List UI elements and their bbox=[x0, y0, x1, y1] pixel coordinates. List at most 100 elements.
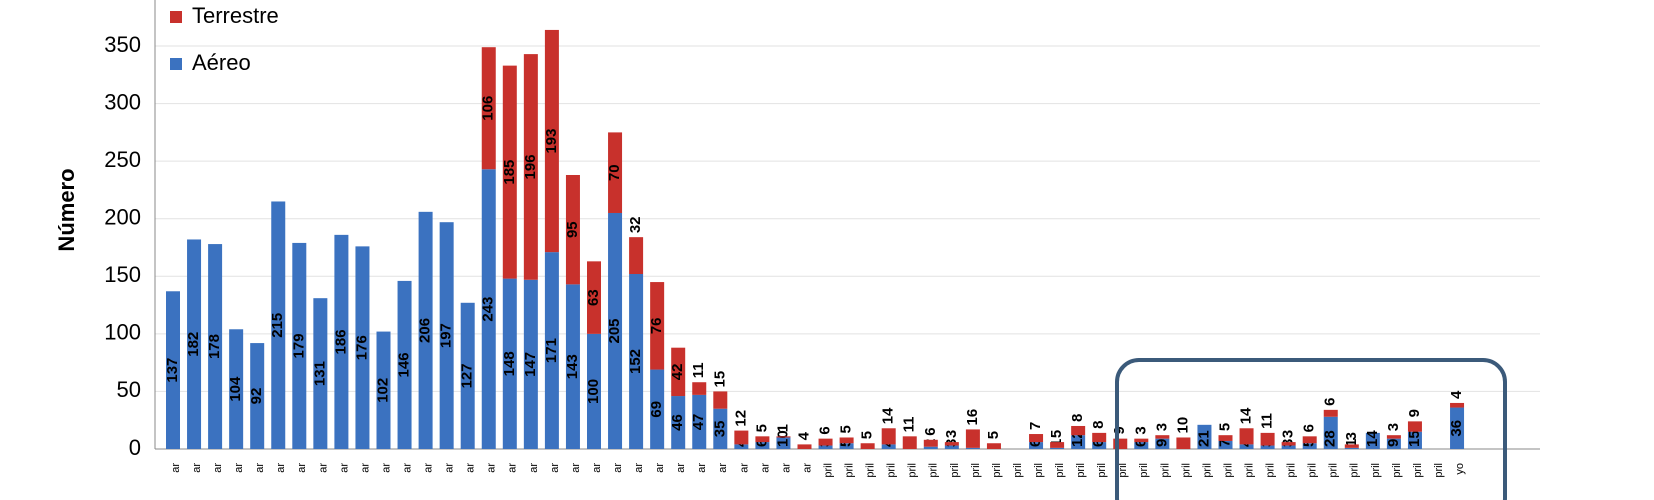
bar-segment bbox=[860, 443, 875, 449]
bar-segment bbox=[1239, 428, 1254, 445]
data-label: 131 bbox=[311, 361, 328, 386]
bar-segment bbox=[692, 394, 707, 449]
x-tick-label: ar bbox=[275, 463, 287, 473]
data-label: 171 bbox=[543, 338, 560, 363]
data-label: 4 bbox=[1448, 390, 1465, 399]
bar-segment bbox=[1071, 435, 1086, 449]
y-tick-label: 100 bbox=[104, 320, 141, 345]
x-tick-label: pril bbox=[1286, 463, 1298, 478]
y-tick-label: 350 bbox=[104, 32, 141, 57]
data-label: 6 bbox=[1301, 424, 1318, 432]
x-tick-label: ar bbox=[675, 463, 687, 473]
data-label: 9 bbox=[1153, 439, 1170, 447]
data-label: 7 bbox=[1027, 422, 1044, 430]
x-tick-label: pril bbox=[1117, 463, 1129, 478]
x-tick-label: pril bbox=[1433, 463, 1445, 478]
bar-segment bbox=[839, 437, 854, 444]
y-tick-label: 50 bbox=[117, 377, 141, 402]
data-label: 6 bbox=[1322, 398, 1339, 406]
bar-segment bbox=[944, 442, 959, 446]
bar-segment bbox=[1407, 421, 1422, 432]
x-tick-label: ar bbox=[486, 463, 498, 473]
x-tick-label: ar bbox=[465, 463, 477, 473]
bar-segment bbox=[1050, 442, 1065, 448]
bar-segment bbox=[1450, 407, 1465, 449]
bar-segment bbox=[397, 280, 412, 449]
x-tick-label: pril bbox=[1412, 463, 1424, 478]
data-label: 32 bbox=[627, 216, 644, 233]
bar-segment bbox=[1281, 445, 1296, 449]
x-tick-label: ar bbox=[401, 463, 413, 473]
x-tick-label: ar bbox=[507, 463, 519, 473]
bar-segment bbox=[1155, 435, 1170, 439]
data-label: 4 bbox=[795, 431, 812, 440]
data-label: 36 bbox=[1448, 420, 1465, 437]
bar-segment bbox=[1302, 436, 1317, 444]
data-label: 11 bbox=[690, 362, 707, 378]
x-tick-label: pril bbox=[865, 463, 877, 478]
data-label: 6 bbox=[1132, 439, 1149, 447]
bar-segment bbox=[776, 437, 791, 449]
bar-segment bbox=[965, 447, 980, 449]
bar-segment bbox=[1344, 447, 1359, 449]
bar-segment bbox=[376, 331, 391, 449]
x-tick-label: pril bbox=[949, 463, 961, 478]
data-label: 1 bbox=[774, 424, 791, 432]
bar-segment bbox=[1155, 438, 1170, 449]
x-tick-label: ar bbox=[212, 463, 224, 473]
bar-segment bbox=[292, 242, 307, 449]
bar-segment bbox=[1050, 447, 1065, 449]
data-label: 6 bbox=[922, 427, 939, 435]
bar-segment bbox=[587, 333, 601, 449]
x-tick-label: pril bbox=[1307, 463, 1319, 478]
bar-segment bbox=[818, 438, 833, 446]
data-label: 6 bbox=[1027, 439, 1044, 447]
data-label: 6 bbox=[753, 439, 770, 447]
x-tick-label: pril bbox=[1201, 463, 1213, 478]
data-label: 106 bbox=[480, 96, 497, 121]
bar-segment bbox=[1029, 434, 1044, 443]
bar-segment bbox=[1092, 432, 1107, 443]
bar-segment bbox=[1365, 432, 1380, 449]
data-label: 3 bbox=[1132, 426, 1149, 434]
y-tick-label: 250 bbox=[104, 147, 141, 172]
data-label: 3 bbox=[943, 430, 960, 438]
data-label: 10 bbox=[774, 430, 791, 447]
data-label: 3 bbox=[1385, 423, 1402, 431]
data-label: 5 bbox=[1048, 430, 1065, 438]
data-label: 186 bbox=[332, 329, 349, 354]
data-label: 100 bbox=[585, 379, 602, 404]
data-label: 10 bbox=[1174, 417, 1191, 434]
data-label: 7 bbox=[1216, 439, 1233, 447]
data-label: 92 bbox=[248, 388, 265, 405]
data-label: 193 bbox=[543, 129, 560, 154]
bar-segment bbox=[1134, 438, 1149, 443]
bar-segment bbox=[902, 436, 917, 449]
x-tick-label: ar bbox=[444, 463, 456, 473]
data-label: 102 bbox=[374, 378, 391, 403]
bar-segment bbox=[1218, 435, 1233, 441]
data-label: 14 bbox=[1364, 430, 1381, 447]
bar-segment bbox=[692, 382, 707, 395]
bar-segment bbox=[439, 222, 454, 449]
data-label: 182 bbox=[185, 332, 202, 357]
bar-segment bbox=[650, 369, 665, 449]
bar-segment bbox=[608, 212, 623, 449]
data-label: 35 bbox=[711, 421, 728, 438]
bar-segment bbox=[502, 278, 517, 449]
x-tick-label: pril bbox=[928, 463, 940, 478]
data-label: 5 bbox=[1216, 423, 1233, 431]
data-label: 95 bbox=[564, 221, 581, 238]
data-label: 28 bbox=[1322, 430, 1339, 447]
data-label: 148 bbox=[501, 351, 518, 376]
x-tick-label: pril bbox=[1265, 463, 1277, 478]
data-label: 176 bbox=[353, 335, 370, 360]
data-label: 5 bbox=[859, 431, 876, 439]
bar-segment bbox=[986, 443, 1001, 449]
bar-segment bbox=[944, 445, 959, 449]
x-tick-label: ar bbox=[654, 463, 666, 473]
x-tick-label: pril bbox=[1391, 463, 1403, 478]
bar-segment bbox=[502, 65, 517, 279]
bar-segment bbox=[355, 246, 370, 449]
x-tick-label: ar bbox=[570, 463, 582, 473]
